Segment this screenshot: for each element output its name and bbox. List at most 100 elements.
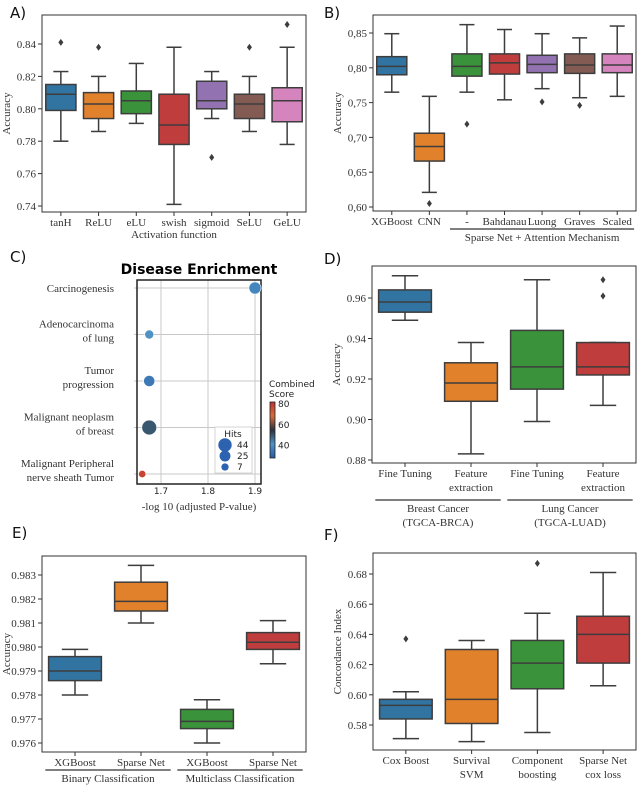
outlier-point — [464, 120, 470, 128]
box-3 — [576, 571, 631, 687]
x-tick-label-line: Cox Boost — [382, 755, 429, 767]
panel-label: B) — [324, 4, 340, 22]
x-tick-label: tanH — [50, 217, 71, 229]
box-iqr — [444, 648, 499, 725]
y-tick-label: Tumor progression — [63, 365, 115, 391]
y-tick-label-line: of breast — [76, 426, 114, 438]
y-axis-label: Accuracy — [331, 343, 343, 386]
panel-label: D) — [324, 250, 341, 268]
panel-B: B) 0,60 0,65 0,70 0,75 0,80 0,85 Accuracy XGBoos… — [324, 4, 637, 244]
y-tick-label: 0.92 — [347, 374, 366, 386]
y-tick-label: 0.84 — [17, 39, 37, 51]
x-tick-label: Bahdanau — [483, 216, 527, 228]
x-tick-label: Survival SVM — [453, 755, 490, 781]
y-tick-label-line: progression — [63, 379, 115, 391]
box-3 — [158, 46, 190, 206]
y-tick-label: 0.62 — [348, 660, 367, 672]
panel-E: E) 0.976 0.977 0.978 0.979 0.980 0.981 0.982 0.9… — [1, 524, 307, 785]
y-tick-label: 0.983 — [11, 570, 36, 582]
box-2 — [179, 699, 235, 744]
y-tick-label-line: of lung — [83, 333, 115, 345]
x-tick-label: XGBoost — [186, 757, 228, 769]
axes-frame — [136, 279, 262, 485]
group-label-line: Multiclass Classification — [185, 773, 295, 785]
x-tick-label-line: Feature — [455, 468, 488, 480]
x-tick-label-line: Scaled — [603, 216, 633, 228]
y-tick-label: Adenocarcinoma of lung — [39, 319, 115, 345]
x-tick-label-line: tanH — [50, 217, 71, 229]
box-iqr — [488, 53, 521, 75]
y-tick-label: 0.981 — [11, 618, 36, 630]
y-tick-label: Malignant Peripheral nerve sheath Tumor — [21, 458, 115, 484]
x-tick-label: Sparse Net — [117, 757, 165, 769]
y-tick-label: 0,85 — [348, 28, 368, 40]
y-tick-label-line: Carcinogenesis — [47, 283, 114, 295]
box-4 — [526, 32, 558, 106]
box-iqr — [576, 615, 631, 664]
x-tick-label-line: Fine Tuning — [510, 468, 564, 480]
y-tick-label: 0.977 — [11, 714, 36, 726]
x-tick-label-line: - — [465, 216, 469, 228]
box-3 — [245, 619, 301, 665]
data-point — [248, 281, 262, 295]
colorbar-label: Combined Score — [269, 380, 315, 400]
colorbar-tick-label: 60 — [278, 421, 290, 431]
box-2 — [510, 559, 565, 734]
outlier-point — [539, 98, 545, 106]
box-3 — [488, 28, 521, 101]
x-tick-label: Feature extraction — [449, 468, 493, 494]
box-iqr — [510, 639, 565, 690]
group-label-line: (TGCA-LUAD) — [534, 517, 606, 529]
y-tick-label: 0.66 — [348, 599, 368, 611]
box-iqr — [575, 341, 631, 376]
box-0 — [376, 32, 408, 93]
y-tick-label: 0.78 — [17, 136, 37, 148]
box-iqr — [601, 53, 633, 74]
panel-A: A) 0.74 0.76 0.78 0.80 0.82 0.84 Accuracy tanH Re… — [1, 4, 307, 241]
panel-label: F) — [324, 526, 338, 544]
box-iqr — [45, 83, 77, 112]
y-tick-label: 0,80 — [348, 63, 368, 75]
x-tick-label: GeLU — [273, 217, 301, 229]
box-iqr — [563, 53, 596, 75]
x-tick-label: Fine Tuning — [510, 468, 564, 480]
x-tick-label-line: Luong — [528, 216, 557, 228]
y-tick-label: 0,70 — [348, 132, 368, 144]
outlier-point — [577, 101, 583, 109]
box-5 — [563, 37, 596, 109]
data-point — [144, 329, 155, 340]
x-tick-label: Sparse Net cox loss — [579, 755, 627, 781]
axes-frame — [41, 555, 307, 753]
y-tick-label-line: Tumor — [84, 365, 114, 377]
colorbar-tick-label: 40 — [278, 442, 290, 452]
box-iqr — [378, 698, 433, 720]
x-tick-label-line: ReLU — [85, 217, 112, 229]
outlier-point — [96, 43, 102, 51]
x-tick-label-line: Sparse Net — [249, 757, 297, 769]
y-tick-label: 0.94 — [347, 334, 367, 346]
x-tick-label: 1.8 — [201, 487, 216, 497]
y-tick-label: Malignant neoplasm of breast — [24, 412, 115, 438]
group-label: Sparse Net + Attention Mechanism — [465, 232, 620, 244]
colorbar-label-line: Combined — [269, 380, 315, 390]
x-tick-label-line: XGBoost — [54, 757, 96, 769]
x-axis-label: -log 10 (adjusted P-value) — [142, 501, 257, 513]
x-tick-label-line: SVM — [460, 769, 484, 781]
outlier-point — [534, 559, 540, 567]
y-axis-label: Accuracy — [332, 91, 344, 134]
x-tick-label: Sparse Net — [249, 757, 297, 769]
panel-label: C) — [10, 248, 26, 266]
group-label: Binary Classification — [61, 773, 155, 785]
y-tick-label-line: Malignant Peripheral — [21, 458, 114, 470]
y-tick-label: 0.978 — [11, 690, 36, 702]
box-iqr — [233, 93, 266, 120]
x-tick-label: XGBoost — [371, 216, 413, 228]
outlier-point — [246, 43, 252, 51]
data-point — [138, 469, 147, 479]
colorbar-label-line: Score — [269, 390, 295, 400]
x-tick-label-line: XGBoost — [371, 216, 413, 228]
x-axis-label: Activation function — [131, 229, 217, 241]
box-iqr — [82, 91, 115, 120]
y-tick-label: 0.58 — [348, 720, 368, 732]
outlier-point — [600, 276, 606, 284]
